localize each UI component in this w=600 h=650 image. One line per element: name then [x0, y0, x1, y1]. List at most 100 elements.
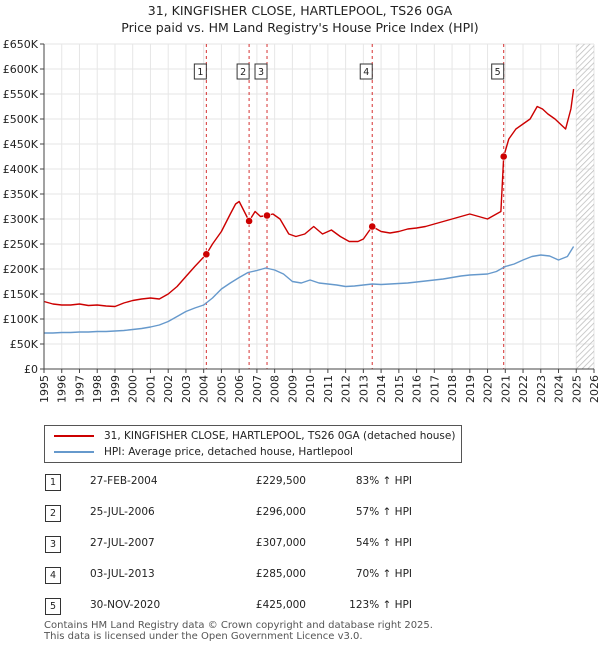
- sale-marker-box: [236, 63, 250, 80]
- x-tick-label: 2001: [144, 375, 157, 403]
- x-tick-label: 2013: [357, 375, 370, 403]
- chart-subtitle: Price paid vs. HM Land Registry's House …: [121, 20, 479, 35]
- property-price-line: [43, 88, 575, 308]
- legend: 31, KINGFISHER CLOSE, HARTLEPOOL, TS26 0…: [44, 425, 462, 463]
- sale-number: 5: [45, 598, 61, 615]
- x-tick-label: 2022: [517, 375, 530, 403]
- x-tick-label: 2004: [198, 375, 211, 403]
- sale-number: 3: [45, 536, 61, 553]
- sale-marker-label: 4: [363, 67, 369, 78]
- sale-point: [263, 211, 271, 220]
- sale-row: 4 03-JUL-2013 £285,000 70% ↑ HPI: [40, 565, 460, 585]
- sale-price: £285,000: [255, 568, 306, 580]
- footer-licence: This data is licensed under the Open Gov…: [44, 631, 363, 642]
- property-line-swatch: [54, 435, 94, 437]
- y-tick-label: £600K: [3, 63, 39, 76]
- x-tick-label: 2024: [553, 375, 566, 403]
- sale-date: 03-JUL-2013: [90, 568, 155, 580]
- x-tick-label: 2008: [269, 375, 282, 403]
- y-tick-label: £550K: [3, 88, 39, 101]
- sale-hpi-change: 83% ↑ HPI: [355, 475, 412, 487]
- y-tick-label: £200K: [3, 263, 39, 276]
- y-tick-label: £50K: [10, 338, 39, 351]
- sale-price: £296,000: [255, 506, 306, 518]
- x-tick-label: 1995: [38, 375, 51, 403]
- y-tick-label: £650K: [3, 38, 39, 51]
- x-tick-label: 2025: [570, 375, 583, 403]
- sale-price: £307,000: [255, 537, 306, 549]
- legend-label-property: 31, KINGFISHER CLOSE, HARTLEPOOL, TS26 0…: [104, 430, 456, 442]
- chart-title: 31, KINGFISHER CLOSE, HARTLEPOOL, TS26 0…: [147, 3, 453, 18]
- sale-marker-box: [491, 63, 505, 80]
- sale-date: 27-JUL-2007: [90, 537, 155, 549]
- x-tick-label: 2026: [588, 375, 600, 403]
- y-tick-label: £0: [24, 363, 38, 376]
- y-tick-label: £100K: [3, 313, 39, 326]
- x-tick-label: 1999: [109, 375, 122, 403]
- sale-hpi-change: 123% ↑ HPI: [349, 599, 412, 611]
- legend-label-hpi: HPI: Average price, detached house, Hart…: [104, 446, 353, 458]
- sale-point: [202, 250, 211, 259]
- hpi-line: [44, 246, 575, 334]
- x-tick-label: 2014: [375, 375, 388, 403]
- x-tick-label: 2023: [535, 375, 548, 403]
- y-tick-label: £350K: [3, 188, 39, 201]
- x-tick-label: 2010: [304, 375, 317, 403]
- future-hatch-region: [576, 44, 594, 369]
- x-tick-label: 2002: [162, 375, 175, 403]
- sale-price: £425,000: [255, 599, 306, 611]
- sale-point: [499, 152, 508, 161]
- x-tick-label: 2009: [286, 375, 299, 403]
- x-tick-label: 2007: [251, 375, 264, 403]
- sale-hpi-change: 57% ↑ HPI: [355, 506, 412, 518]
- sale-point: [245, 217, 253, 225]
- x-tick-label: 2019: [464, 375, 477, 403]
- sale-row: 3 27-JUL-2007 £307,000 54% ↑ HPI: [40, 534, 460, 554]
- sale-date: 27-FEB-2004: [90, 475, 158, 487]
- legend-item-property: 31, KINGFISHER CLOSE, HARTLEPOOL, TS26 0…: [45, 428, 455, 444]
- x-tick-label: 2015: [393, 375, 406, 403]
- y-tick-label: £500K: [3, 113, 39, 126]
- sale-marker-label: 1: [197, 67, 203, 78]
- x-tick-label: 1997: [73, 375, 86, 403]
- x-tick-label: 2021: [499, 375, 512, 403]
- y-tick-label: £300K: [3, 213, 39, 226]
- sale-point: [368, 222, 377, 231]
- x-tick-label: 2005: [215, 375, 228, 403]
- footer-copyright: Contains HM Land Registry data © Crown c…: [44, 620, 433, 631]
- y-tick-label: £400K: [3, 163, 39, 176]
- y-tick-label: £250K: [3, 238, 39, 251]
- sale-marker-box: [254, 63, 268, 80]
- sale-marker-label: 2: [240, 67, 246, 78]
- sale-row: 5 30-NOV-2020 £425,000 123% ↑ HPI: [40, 596, 460, 616]
- sale-row: 2 25-JUL-2006 £296,000 57% ↑ HPI: [40, 503, 460, 523]
- sale-marker-box: [193, 63, 207, 80]
- sale-number: 2: [45, 505, 61, 522]
- y-tick-label: £450K: [3, 138, 39, 151]
- sale-number: 1: [45, 474, 61, 491]
- sale-number: 4: [45, 567, 61, 584]
- x-tick-label: 2011: [322, 375, 335, 403]
- price-chart: 1 2 3 4 5 £0 £50K £100K £150K £200K £250K £300K £350…: [3, 38, 600, 403]
- legend-item-hpi: HPI: Average price, detached house, Hart…: [45, 444, 353, 460]
- sale-hpi-change: 70% ↑ HPI: [355, 568, 412, 580]
- sale-hpi-change: 54% ↑ HPI: [355, 537, 412, 549]
- plot-area: [44, 44, 594, 369]
- x-tick-label: 2000: [127, 375, 140, 403]
- x-tick-label: 2016: [411, 375, 424, 403]
- sale-date: 30-NOV-2020: [90, 599, 161, 611]
- x-tick-label: 2003: [180, 375, 193, 403]
- sale-marker-box: [359, 63, 373, 80]
- sale-marker-label: 5: [495, 67, 501, 78]
- x-tick-label: 2020: [482, 375, 495, 403]
- y-tick-label: £150K: [3, 288, 39, 301]
- x-tick-label: 1996: [56, 375, 69, 403]
- sale-marker-label: 3: [258, 67, 264, 78]
- x-tick-label: 2018: [446, 375, 459, 403]
- sale-row: 1 27-FEB-2004 £229,500 83% ↑ HPI: [40, 472, 460, 492]
- x-tick-label: 1998: [91, 375, 104, 403]
- x-tick-label: 2006: [233, 375, 246, 403]
- sale-price: £229,500: [255, 475, 306, 487]
- x-tick-label: 2012: [340, 375, 353, 403]
- sale-date: 25-JUL-2006: [90, 506, 155, 518]
